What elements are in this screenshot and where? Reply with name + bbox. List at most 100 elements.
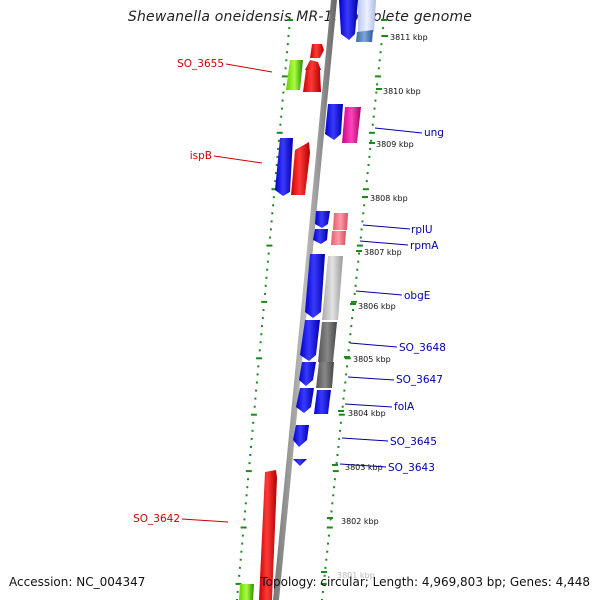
label-leader [344,403,393,408]
boundary-dot [327,534,330,537]
boundary-dot [371,123,374,126]
boundary-dot [238,574,241,577]
gene-so-3647[interactable] [316,362,334,388]
boundary-dot [255,381,258,384]
boundary-dot [378,59,381,62]
gene-so-3655[interactable] [286,60,303,90]
boundary-dot [259,341,262,344]
boundary-dot [284,67,287,70]
scale-tick-label: 3806 kbp [358,302,396,311]
boundary-dot [358,252,360,255]
scale-tick-label: 3804 kbp [348,409,386,418]
boundary-dot [239,558,242,561]
gene-label[interactable]: rplU [411,224,433,236]
gene-label[interactable]: SO_3648 [399,342,446,354]
gene-forward[interactable] [310,44,324,58]
genome-backbone [273,0,337,600]
boundary-dot [269,228,272,231]
label-leader [347,376,395,381]
boundary-dot [330,510,333,513]
gene-so-3645[interactable] [293,425,309,447]
gene-label[interactable]: obgE [404,290,430,302]
gene-so-3643[interactable] [293,459,307,466]
gene-ung[interactable] [342,107,361,143]
boundary-dot [353,292,356,295]
gene-rplu-pink[interactable] [333,213,348,230]
boundary-dot [343,389,346,392]
boundary-dot [338,413,345,416]
boundary-dot [323,574,326,577]
boundary-dot [270,220,273,223]
boundary-dot [276,155,279,158]
gene-ispb[interactable] [275,138,293,196]
boundary-dot [331,502,334,505]
boundary-dot [247,478,249,481]
boundary-dot [339,421,342,424]
boundary-dot [258,349,261,352]
boundary-dot [382,27,385,30]
gene-label[interactable]: ispB [190,150,212,162]
gene-label[interactable]: SO_3642 [133,513,180,525]
gene-fola[interactable] [314,390,331,414]
boundary-dot [261,325,263,328]
label-leader [181,518,229,523]
boundary-dot [337,445,340,448]
boundary-dot [360,228,363,231]
boundary-dot [262,309,265,311]
gene-label[interactable]: SO_3643 [388,462,435,474]
gene-rpma[interactable] [313,229,328,244]
boundary-dot [365,180,368,183]
boundary-dot [332,470,339,473]
boundary-dot [326,550,329,553]
gene-label[interactable]: SO_3655 [177,58,224,70]
gene-top-lightblue[interactable] [358,0,376,32]
boundary-dot [350,300,357,303]
gene-rpma-pink[interactable] [331,231,346,245]
gene-ung-blue[interactable] [325,104,343,140]
boundary-dot [362,188,369,191]
inner-dotted-boundary [320,19,387,600]
boundary-dot [332,494,335,497]
boundary-dot [363,204,366,207]
genome-summary-text: Topology: circular; Length: 4,969,803 bp… [260,575,590,589]
boundary-dot [249,454,252,456]
boundary-dot [357,260,360,263]
gene-label[interactable]: SO_3645 [390,436,437,448]
boundary-dot [320,582,327,585]
scale-tick-label: 3810 kbp [383,87,421,96]
gene-top-blue[interactable] [339,0,358,40]
gene-obge-blue[interactable] [305,254,325,318]
boundary-dot [266,244,273,247]
gene-so-3648[interactable] [318,322,337,362]
gene-label[interactable]: folA [394,401,415,413]
scale-tick-label: 3802 kbp [341,517,379,526]
boundary-dot [260,333,263,336]
boundary-dot [368,131,375,134]
gene-so-3648-blue[interactable] [300,320,320,361]
gene-label[interactable]: SO_3647 [396,374,443,386]
boundary-dot [366,172,369,175]
boundary-dot [274,180,277,183]
boundary-dot [350,325,353,328]
gene-forward[interactable] [305,60,321,70]
gene-forward[interactable] [291,142,310,195]
boundary-dot [252,421,255,424]
boundary-dot [342,397,345,400]
gene-forward-green[interactable] [239,584,254,600]
label-leader [374,127,423,134]
boundary-dot [367,164,370,166]
gene-top-steel[interactable] [356,30,373,42]
boundary-dot [266,260,269,263]
gene-rplu[interactable] [315,211,330,228]
scale-tick-label: 3803 kbp [345,463,383,472]
boundary-dot [251,429,254,432]
gene-forward[interactable] [303,70,321,92]
gene-label[interactable]: rpmA [410,240,439,252]
boundary-dot [235,582,242,585]
gene-fola-blue[interactable] [296,388,314,413]
gene-label[interactable]: ung [424,127,444,139]
boundary-dot [253,405,256,408]
gene-so-3647-blue[interactable] [299,362,316,386]
gene-so-3642[interactable] [259,470,277,600]
gene-obge[interactable] [322,256,343,320]
